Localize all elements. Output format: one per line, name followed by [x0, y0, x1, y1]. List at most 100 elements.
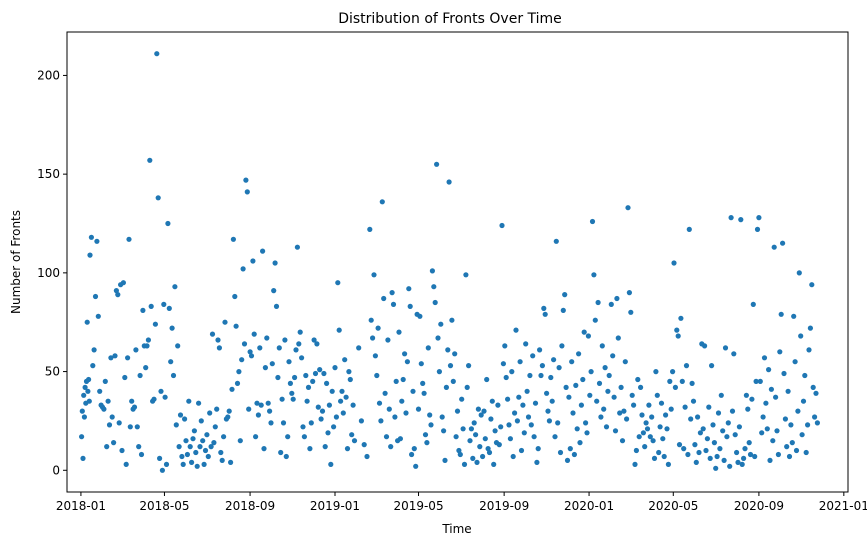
data-point: [191, 428, 197, 434]
data-point: [570, 410, 576, 416]
data-point: [638, 384, 644, 390]
data-point: [113, 288, 119, 294]
data-point: [553, 238, 559, 244]
data-point: [196, 400, 202, 406]
data-point: [368, 317, 374, 323]
data-points: [79, 51, 821, 473]
data-point: [300, 424, 306, 430]
data-point: [315, 404, 321, 410]
data-point: [773, 394, 779, 400]
data-point: [612, 428, 619, 434]
data-point: [194, 463, 200, 469]
data-point: [319, 408, 326, 414]
data-point: [805, 422, 811, 428]
data-point: [239, 357, 245, 363]
data-point: [461, 461, 468, 467]
data-point: [331, 424, 337, 430]
data-point: [205, 453, 211, 460]
data-point: [580, 376, 586, 383]
data-point: [212, 424, 218, 430]
data-point: [312, 370, 319, 377]
data-point: [244, 189, 250, 195]
data-point: [80, 455, 86, 461]
data-point: [97, 388, 103, 394]
data-point: [422, 432, 429, 438]
data-point: [814, 420, 821, 426]
data-point: [784, 444, 790, 450]
data-point: [675, 333, 681, 339]
data-point: [112, 353, 118, 359]
data-point: [290, 396, 296, 402]
data-point: [382, 390, 388, 396]
data-point: [346, 369, 352, 375]
data-point: [798, 333, 804, 339]
data-point: [333, 414, 339, 420]
data-point: [778, 311, 784, 317]
data-point: [532, 400, 539, 406]
data-point: [768, 386, 775, 392]
data-point: [434, 161, 440, 167]
data-point: [314, 341, 320, 347]
data-point: [439, 414, 445, 420]
data-point: [138, 451, 145, 458]
data-point: [793, 447, 800, 454]
data-point: [254, 400, 260, 406]
data-point: [467, 438, 473, 444]
data-point: [700, 426, 706, 432]
y-tick-label: 50: [45, 365, 60, 379]
data-point: [491, 461, 497, 467]
data-point: [715, 410, 722, 416]
data-point: [340, 410, 346, 416]
data-point: [777, 349, 783, 355]
data-point: [339, 388, 345, 394]
data-point: [690, 398, 697, 404]
x-tick-label: 2018-09: [225, 499, 275, 513]
data-point: [122, 374, 128, 381]
data-point: [148, 303, 154, 309]
data-point: [621, 408, 627, 414]
data-point: [516, 394, 522, 400]
data-point: [311, 337, 317, 343]
data-point: [421, 390, 427, 396]
x-tick-label: 2020-09: [734, 499, 784, 513]
data-point: [663, 412, 669, 418]
data-point: [445, 347, 451, 353]
data-point: [506, 422, 512, 428]
data-point: [488, 416, 494, 422]
data-point: [552, 434, 558, 440]
data-point: [456, 447, 462, 454]
data-point: [555, 420, 561, 426]
data-point: [94, 238, 100, 244]
data-point: [539, 363, 546, 369]
data-point: [720, 428, 726, 434]
data-point: [343, 394, 349, 400]
data-point: [650, 438, 656, 444]
data-point: [478, 412, 484, 418]
data-point: [163, 461, 170, 467]
data-point: [569, 359, 575, 365]
data-point: [453, 434, 459, 440]
data-point: [279, 396, 285, 402]
data-point: [297, 329, 303, 335]
data-point: [147, 157, 153, 163]
data-point: [268, 420, 274, 426]
data-point: [79, 434, 85, 440]
data-point: [168, 359, 174, 365]
data-point: [676, 442, 683, 448]
data-point: [92, 293, 99, 300]
data-point: [513, 327, 519, 333]
data-point: [202, 447, 209, 454]
data-point: [162, 394, 168, 400]
data-point: [347, 376, 353, 383]
data-point: [576, 351, 582, 357]
data-point: [233, 323, 239, 329]
data-point: [198, 418, 204, 424]
data-point: [549, 398, 555, 404]
data-point: [385, 337, 391, 343]
data-point: [157, 455, 163, 461]
data-point: [480, 453, 486, 460]
data-point: [289, 390, 295, 396]
data-point: [165, 220, 171, 227]
y-tick-label: 150: [37, 167, 60, 181]
data-point: [221, 434, 227, 440]
